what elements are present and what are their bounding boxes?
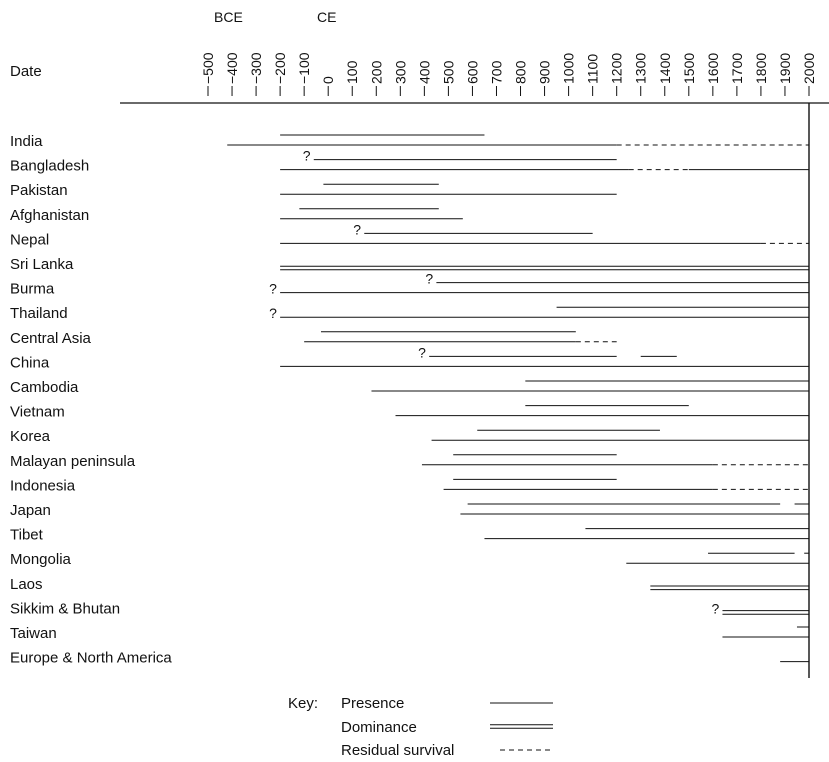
segment-6-1-uncertain-mark: ? <box>269 281 277 297</box>
tick-label-14: 900 <box>537 60 553 84</box>
row-21: Europe & North America <box>10 650 809 667</box>
era-label-ce: CE <box>317 9 336 25</box>
country-label-1: Bangladesh <box>10 158 89 175</box>
tick-label-8: 300 <box>392 60 408 84</box>
country-label-6: Burma <box>10 281 55 298</box>
tick-label-13: 800 <box>513 60 529 84</box>
tick-label-10: 500 <box>440 60 456 84</box>
segment-9-0-uncertain-mark: ? <box>418 344 426 360</box>
row-13: Malayan peninsula <box>10 453 809 470</box>
tick-label-9: 400 <box>416 60 432 84</box>
country-label-0: India <box>10 133 43 150</box>
legend-key: Key: Presence Dominance Residual surviva… <box>288 695 553 759</box>
key-label-presence: Presence <box>341 695 404 712</box>
country-label-10: Cambodia <box>10 379 79 396</box>
tick-label-12: 700 <box>488 60 504 84</box>
segment-6-0-uncertain-mark: ? <box>425 271 433 287</box>
key-label-residual: Residual survival <box>341 742 454 759</box>
segment-19-0-uncertain-mark: ? <box>711 600 719 616</box>
tick-label-2: −300 <box>248 52 264 84</box>
row-6: Burma?? <box>10 271 809 298</box>
tick-label-0: −500 <box>200 52 216 84</box>
country-label-5: Sri Lanka <box>10 256 74 273</box>
tick-label-22: 1700 <box>729 53 745 84</box>
row-1: Bangladesh? <box>10 148 809 175</box>
row-8: Central Asia <box>10 330 617 347</box>
row-19: Sikkim & Bhutan? <box>10 600 809 617</box>
tick-label-3: −200 <box>272 52 288 84</box>
tick-label-1: −400 <box>224 52 240 84</box>
tick-label-5: 0 <box>320 76 336 84</box>
country-label-13: Malayan peninsula <box>10 453 136 470</box>
row-2: Pakistan <box>10 182 617 199</box>
country-label-18: Laos <box>10 576 43 593</box>
axis-label-date: Date <box>10 63 42 80</box>
country-label-11: Vietnam <box>10 404 65 421</box>
country-label-12: Korea <box>10 428 51 445</box>
country-label-4: Nepal <box>10 231 49 248</box>
row-9: China? <box>10 344 809 371</box>
segment-4-0-uncertain-mark: ? <box>353 221 361 237</box>
tick-label-20: 1500 <box>681 53 697 84</box>
key-label-dominance: Dominance <box>341 719 417 736</box>
tick-label-11: 600 <box>464 60 480 84</box>
segment-1-0-uncertain-mark: ? <box>303 148 311 164</box>
country-label-3: Afghanistan <box>10 207 89 224</box>
row-0: India <box>10 133 809 150</box>
country-label-2: Pakistan <box>10 182 68 199</box>
key-title: Key: <box>288 695 318 712</box>
row-18: Laos <box>10 576 809 593</box>
era-label-bce: BCE <box>214 9 243 25</box>
row-10: Cambodia <box>10 379 809 396</box>
segment-7-1-uncertain-mark: ? <box>269 305 277 321</box>
row-3: Afghanistan <box>10 207 463 224</box>
row-4: Nepal? <box>10 221 809 248</box>
country-rows: IndiaBangladesh?PakistanAfghanistanNepal… <box>10 133 809 667</box>
tick-label-23: 1800 <box>753 53 769 84</box>
country-label-21: Europe & North America <box>10 650 172 667</box>
country-label-15: Japan <box>10 502 51 519</box>
row-15: Japan <box>10 502 809 519</box>
row-20: Taiwan <box>10 625 809 642</box>
tick-label-24: 1900 <box>777 53 793 84</box>
tick-label-15: 1000 <box>561 53 577 84</box>
row-14: Indonesia <box>10 477 809 494</box>
tick-label-6: 100 <box>344 60 360 84</box>
row-5: Sri Lanka <box>10 256 809 273</box>
row-11: Vietnam <box>10 404 809 421</box>
country-label-7: Thailand <box>10 305 68 322</box>
tick-label-18: 1300 <box>633 53 649 84</box>
country-label-16: Tibet <box>10 527 44 544</box>
tick-label-16: 1100 <box>585 54 601 84</box>
row-7: Thailand? <box>10 305 809 322</box>
tick-label-25: 2000 <box>801 53 817 84</box>
tick-label-17: 1200 <box>609 53 625 84</box>
country-label-14: Indonesia <box>10 477 76 494</box>
tick-label-4: −100 <box>296 52 312 84</box>
row-17: Mongolia <box>10 551 809 568</box>
axis-ticks: −500 −400 −300 −200 −100 0 100 200 300 400 500 600 7… <box>200 52 817 96</box>
country-label-8: Central Asia <box>10 330 92 347</box>
tick-label-7: 200 <box>368 60 384 84</box>
country-label-9: China <box>10 354 50 371</box>
tick-label-21: 1600 <box>705 53 721 84</box>
country-label-17: Mongolia <box>10 551 72 568</box>
row-16: Tibet <box>10 527 809 544</box>
country-label-20: Taiwan <box>10 625 57 642</box>
tick-label-19: 1400 <box>657 53 673 84</box>
country-label-19: Sikkim & Bhutan <box>10 600 120 617</box>
row-12: Korea <box>10 428 809 445</box>
